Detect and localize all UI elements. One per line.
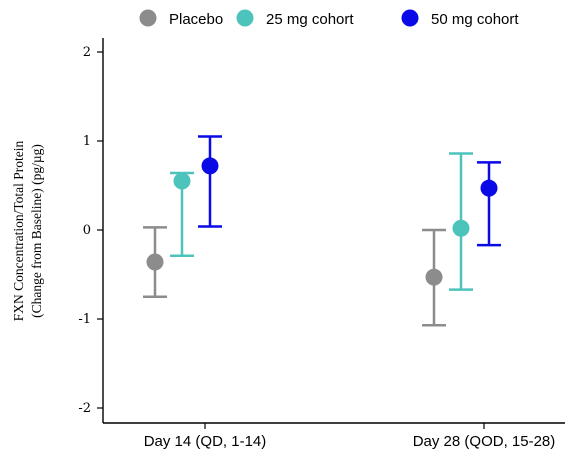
legend-marker (401, 9, 419, 27)
data-point-group (422, 228, 446, 327)
data-point-group (449, 152, 473, 291)
x-tick-label: Day 28 (QOD, 15-28) (413, 433, 556, 450)
data-point (480, 179, 498, 197)
legend-label: 50 mg cohort (431, 11, 519, 28)
data-point (452, 219, 470, 237)
legend: Placebo 25 mg cohort 50 mg cohort (139, 9, 519, 28)
plot-area (143, 135, 501, 327)
legend-item: 25 mg cohort (236, 9, 354, 28)
legend-label: Placebo (169, 11, 223, 28)
legend-marker (139, 9, 157, 27)
axes (102, 38, 565, 424)
y-axis-label-line-1: FXN Concentration/Total Protein (11, 140, 26, 321)
y-axis-label-line-2: (Change from Baseline) (pg/µg) (29, 144, 44, 318)
data-point (173, 172, 191, 190)
y-ticks: 2 1 0 -1 -2 (78, 45, 103, 416)
data-point-group (143, 226, 167, 298)
x-tick-label: Day 14 (QD, 1-14) (144, 433, 267, 450)
data-point (146, 253, 164, 271)
y-tick-label: 1 (83, 134, 91, 149)
data-point-group (477, 161, 501, 247)
legend-label: 25 mg cohort (266, 11, 354, 28)
data-point-group (198, 135, 222, 228)
data-point (425, 268, 443, 286)
x-ticks: Day 14 (QD, 1-14) Day 28 (QOD, 15-28) (144, 423, 556, 450)
data-point-group (170, 171, 194, 258)
legend-marker (236, 9, 254, 27)
y-tick-label: -2 (78, 401, 91, 416)
y-tick-label: 2 (83, 45, 91, 60)
legend-item: Placebo (139, 9, 223, 28)
y-tick-label: 0 (83, 223, 91, 238)
y-tick-label: -1 (78, 312, 91, 327)
legend-item: 50 mg cohort (401, 9, 519, 28)
data-point (201, 157, 219, 175)
